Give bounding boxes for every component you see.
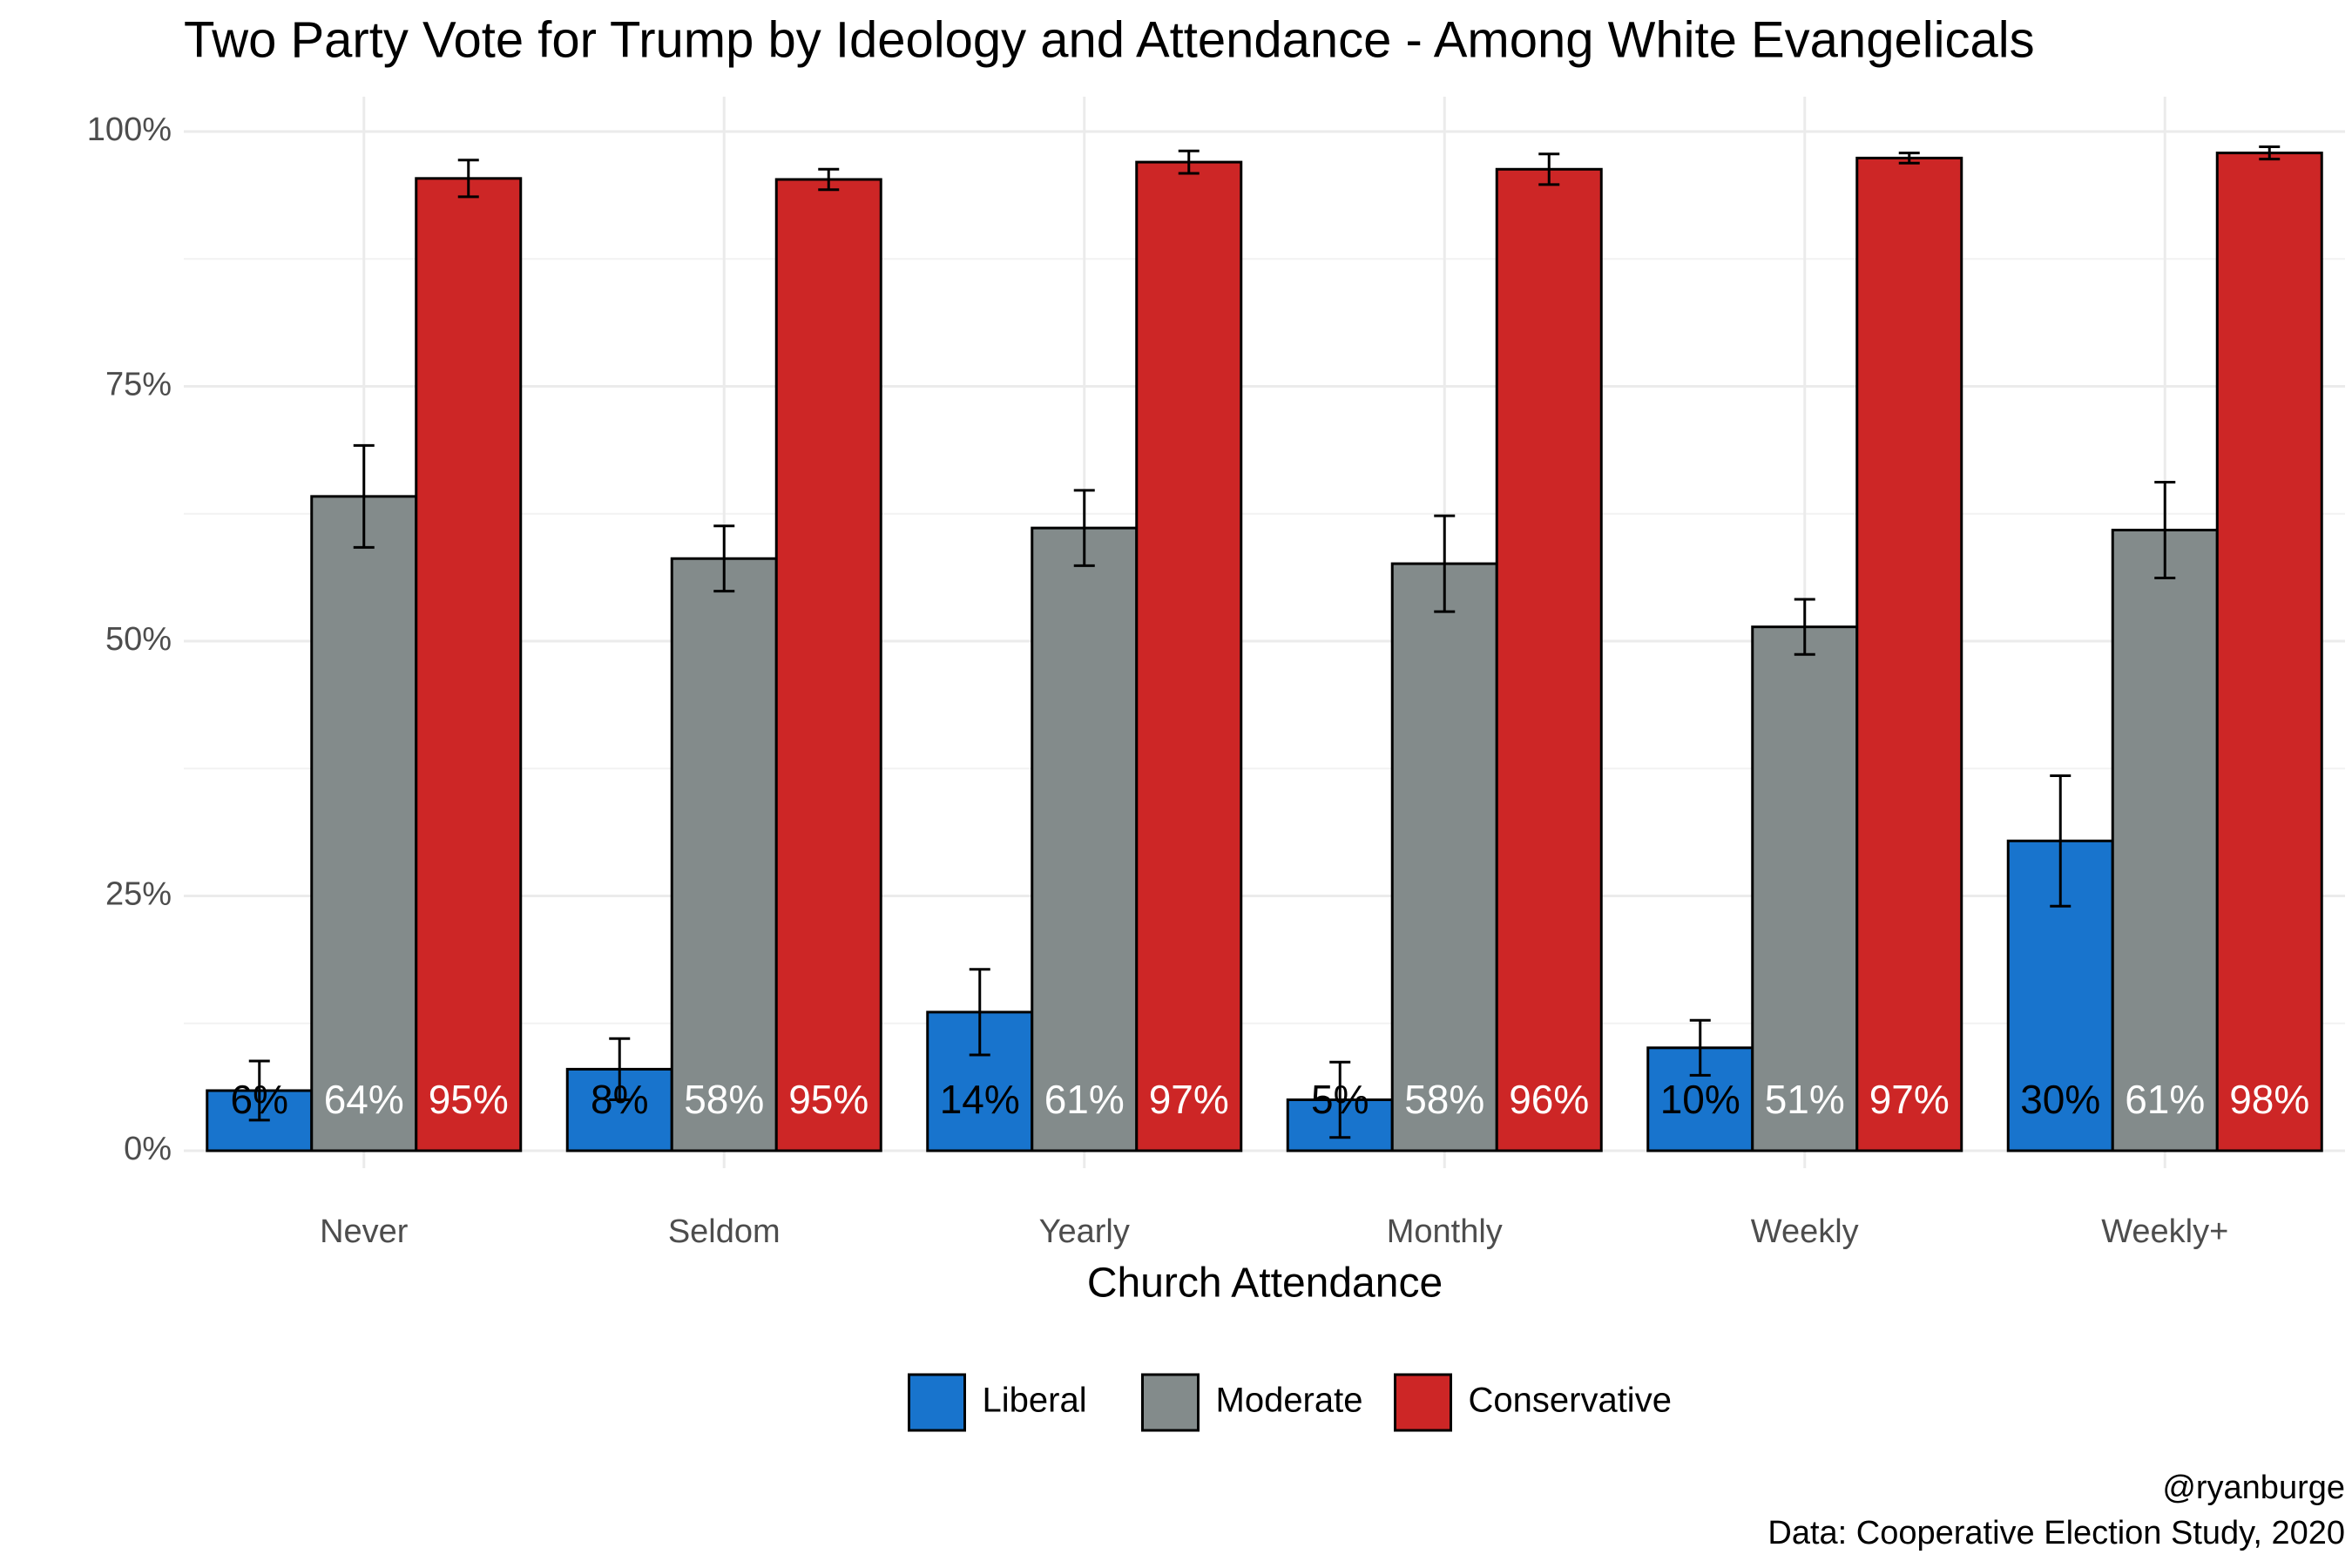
value-label: 61% — [1044, 1077, 1125, 1122]
value-label: 51% — [1765, 1077, 1845, 1122]
x-tick-label: Monthly — [1387, 1213, 1503, 1250]
legend-swatch — [908, 1373, 966, 1432]
x-tick-label: Weekly — [1751, 1213, 1859, 1250]
value-label: 58% — [1404, 1077, 1484, 1122]
caption: @ryanburge — [2162, 1470, 2345, 1506]
value-label: 98% — [2229, 1077, 2309, 1122]
caption: Data: Cooperative Election Study, 2020 — [1767, 1515, 2345, 1551]
value-label: 6% — [231, 1077, 288, 1122]
error-bar — [248, 1059, 270, 1122]
error-bar — [1538, 152, 1560, 186]
error-bar — [1898, 152, 1920, 165]
bar — [774, 178, 882, 1152]
y-tick-label: 0% — [124, 1131, 172, 1167]
error-bar — [2050, 774, 2072, 908]
y-tick-label: 100% — [87, 112, 172, 148]
value-label: 64% — [324, 1077, 404, 1122]
value-label: 8% — [591, 1077, 648, 1122]
value-label: 96% — [1509, 1077, 1589, 1122]
value-label: 14% — [940, 1077, 1020, 1122]
value-label: 58% — [684, 1077, 764, 1122]
bar — [2111, 528, 2219, 1152]
bar — [310, 495, 418, 1152]
x-tick-label: Seldom — [668, 1213, 781, 1250]
legend-swatch — [1141, 1373, 1200, 1432]
error-bar — [1178, 149, 1200, 175]
value-label: 95% — [788, 1077, 868, 1122]
error-bar — [2154, 480, 2176, 579]
x-axis-title: Church Attendance — [1087, 1260, 1443, 1307]
value-label: 97% — [1869, 1077, 1950, 1122]
error-bar — [1794, 598, 1815, 656]
error-bar — [609, 1037, 631, 1101]
value-label: 61% — [2125, 1077, 2205, 1122]
error-bar — [818, 167, 840, 192]
error-bar — [969, 968, 990, 1057]
y-tick-label: 75% — [105, 367, 172, 403]
x-tick-label: Weekly+ — [2101, 1213, 2228, 1250]
bar — [415, 177, 523, 1152]
chart-title: Two Party Vote for Trump by Ideology and… — [184, 11, 2035, 68]
value-label: 95% — [429, 1077, 509, 1122]
bar — [1855, 156, 1963, 1152]
error-bar — [1073, 489, 1095, 567]
bar — [2215, 152, 2323, 1152]
bar — [670, 557, 778, 1152]
legend-swatch — [1394, 1373, 1452, 1432]
legend-label: Liberal — [983, 1382, 1087, 1420]
legend-label: Conservative — [1469, 1382, 1672, 1420]
x-tick-label: Yearly — [1039, 1213, 1130, 1250]
error-bar — [2259, 145, 2281, 161]
value-label: 97% — [1149, 1077, 1229, 1122]
value-label: 10% — [1660, 1077, 1740, 1122]
value-label: 30% — [2020, 1077, 2100, 1122]
error-bar — [353, 443, 375, 549]
y-tick-label: 25% — [105, 876, 172, 913]
bar — [1751, 625, 1859, 1152]
y-tick-label: 50% — [105, 621, 172, 658]
bar — [1495, 167, 1603, 1152]
error-bar — [713, 524, 735, 593]
error-bar — [1329, 1060, 1351, 1139]
value-label: 5% — [1311, 1077, 1369, 1122]
error-bar — [457, 159, 479, 199]
bar — [1390, 562, 1498, 1152]
x-tick-label: Never — [320, 1213, 409, 1250]
bar — [1031, 526, 1139, 1152]
error-bar — [1689, 1018, 1711, 1077]
bar — [1135, 160, 1243, 1152]
legend-label: Moderate — [1216, 1382, 1363, 1420]
error-bar — [1434, 514, 1456, 613]
